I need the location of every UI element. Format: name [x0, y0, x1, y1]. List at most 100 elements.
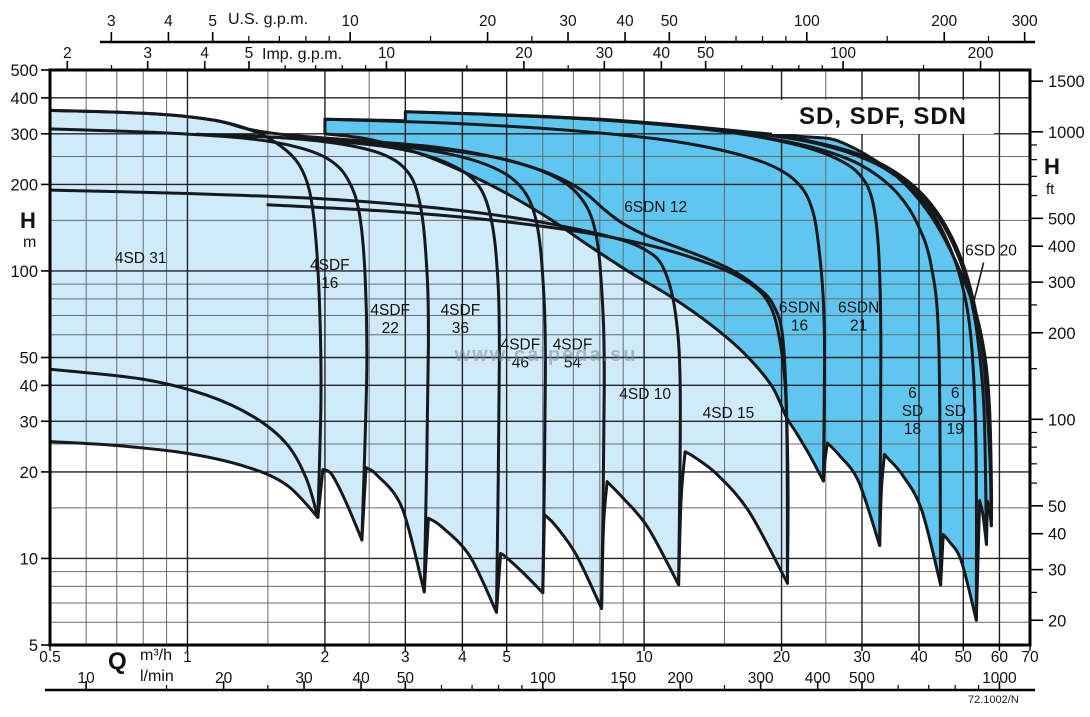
- svg-text:10: 10: [342, 13, 360, 30]
- pump-label-6sdn-21: 6SDN 21: [838, 299, 879, 334]
- svg-text:30: 30: [20, 413, 38, 431]
- svg-text:300: 300: [1048, 274, 1076, 292]
- svg-text:50: 50: [20, 350, 38, 368]
- axis-us-gpm: 3 4 5 10 20 30 40 50 100 200 300: [100, 13, 1038, 44]
- svg-text:60: 60: [991, 649, 1009, 666]
- svg-text:100: 100: [10, 263, 38, 281]
- curve-4sd-15-envelope: [266, 203, 789, 585]
- svg-text:10: 10: [635, 649, 653, 666]
- pump-label-6-sd-19: 6 SD 19: [944, 385, 966, 438]
- svg-text:30: 30: [853, 649, 871, 666]
- svg-text:100: 100: [830, 45, 856, 62]
- head-axis-unit-m: m: [23, 234, 37, 251]
- svg-text:5: 5: [502, 649, 511, 666]
- svg-text:300: 300: [748, 670, 774, 687]
- svg-text:1500: 1500: [1048, 73, 1085, 91]
- svg-text:50: 50: [955, 649, 973, 666]
- svg-text:5: 5: [208, 13, 217, 30]
- watermark: www.calpeda.su: [454, 344, 638, 366]
- document-reference: 72.1002/N: [968, 694, 1019, 706]
- svg-text:4: 4: [200, 45, 209, 62]
- svg-text:100: 100: [794, 13, 820, 30]
- pump-label-4sd-31: 4SD 31: [115, 250, 167, 267]
- svg-text:30: 30: [295, 670, 313, 687]
- svg-text:40: 40: [352, 670, 370, 687]
- svg-text:70: 70: [1021, 649, 1039, 666]
- svg-text:10: 10: [78, 670, 96, 687]
- flow-axis-unit-lmin: l/min: [140, 668, 174, 685]
- svg-text:50: 50: [697, 45, 715, 62]
- svg-text:300: 300: [1012, 13, 1038, 30]
- svg-text:20: 20: [479, 13, 497, 30]
- curve-4sd-31-envelope: [50, 108, 323, 519]
- svg-text:1: 1: [183, 649, 192, 666]
- svg-text:300: 300: [10, 126, 38, 144]
- svg-text:150: 150: [610, 670, 636, 687]
- svg-text:500: 500: [1048, 210, 1076, 228]
- svg-text:50: 50: [1048, 498, 1066, 516]
- svg-text:500: 500: [10, 62, 38, 80]
- curve-6sd-20-envelope: [798, 137, 993, 528]
- svg-text:5: 5: [29, 637, 38, 655]
- svg-text:20: 20: [20, 464, 38, 482]
- svg-text:100: 100: [1048, 411, 1076, 429]
- svg-text:3: 3: [107, 13, 116, 30]
- head-axis-label-ft: H: [1044, 154, 1060, 179]
- pump-label-6-sd-18: 6 SD 18: [902, 385, 924, 438]
- svg-text:20: 20: [515, 45, 533, 62]
- flow-axis-unit-m3h: m³/h: [140, 647, 172, 664]
- svg-text:10: 10: [20, 550, 38, 568]
- svg-text:400: 400: [10, 90, 38, 108]
- svg-text:400: 400: [805, 670, 831, 687]
- axis-q-lmin: 10 20 30 40 50 100 150 200 300 400 500 1000: [45, 670, 1035, 692]
- fill-6sd-6sdn-series: [324, 111, 992, 621]
- pump-label-4sdf-36: 4SDF 36: [441, 302, 481, 337]
- svg-text:2: 2: [63, 45, 72, 62]
- svg-text:30: 30: [596, 45, 614, 62]
- svg-text:200: 200: [10, 176, 38, 194]
- svg-text:2: 2: [321, 649, 330, 666]
- svg-text:200: 200: [931, 13, 957, 30]
- svg-text:4: 4: [458, 649, 467, 666]
- imp-gpm-axis-unit: Imp. g.p.m.: [262, 46, 343, 63]
- svg-text:40: 40: [1048, 526, 1066, 544]
- svg-text:5: 5: [245, 45, 254, 62]
- us-gpm-axis-unit: U.S. g.p.m.: [228, 11, 309, 28]
- pump-label-4sdf-54: 4SDF 54: [553, 337, 593, 372]
- pump-labels: 4SD 31 4SDF 16 4SDF 22 4SDF 36 4SDF 46 4SDF 54 6SDN…: [115, 199, 1017, 438]
- svg-text:4: 4: [164, 13, 173, 30]
- svg-text:0.5: 0.5: [39, 649, 61, 666]
- head-axis-unit-ft: ft: [1046, 181, 1055, 198]
- svg-text:40: 40: [616, 13, 634, 30]
- svg-text:500: 500: [849, 670, 875, 687]
- pump-label-4sd-10: 4SD 10: [619, 386, 671, 403]
- svg-text:50: 50: [397, 670, 415, 687]
- pump-label-4sdf-16: 4SDF 16: [310, 257, 350, 292]
- svg-text:3: 3: [401, 649, 410, 666]
- svg-text:20: 20: [215, 670, 233, 687]
- pump-label-6sd-20: 6SD 20: [965, 242, 1017, 259]
- svg-text:200: 200: [1048, 325, 1076, 343]
- svg-text:40: 40: [653, 45, 671, 62]
- svg-text:20: 20: [773, 649, 791, 666]
- svg-text:20: 20: [1048, 612, 1066, 630]
- svg-text:30: 30: [559, 13, 577, 30]
- pump-label-6sdn-16: 6SDN 16: [779, 299, 820, 334]
- pump-envelope-curves: [50, 108, 994, 622]
- curve-4sd-10-envelope: [50, 188, 682, 587]
- svg-text:10: 10: [378, 45, 396, 62]
- axis-imp-gpm: 2 3 4 5 10 20 30 40 50 100 200: [63, 45, 994, 70]
- outline-dark-mass: [323, 110, 994, 622]
- curve-6sdn-12-envelope: [323, 117, 827, 483]
- svg-text:400: 400: [1048, 238, 1076, 256]
- svg-text:50: 50: [661, 13, 679, 30]
- chart-title: SD, SDF, SDN: [772, 100, 994, 134]
- pump-label-4sdf-46: 4SDF 46: [501, 337, 541, 372]
- svg-text:1000: 1000: [1048, 124, 1085, 142]
- svg-text:40: 40: [20, 377, 38, 395]
- svg-text:40: 40: [910, 649, 928, 666]
- svg-text:1000: 1000: [982, 670, 1017, 687]
- 6sd-20-leader-line: [971, 262, 985, 310]
- flow-axis-label: Q: [108, 648, 127, 675]
